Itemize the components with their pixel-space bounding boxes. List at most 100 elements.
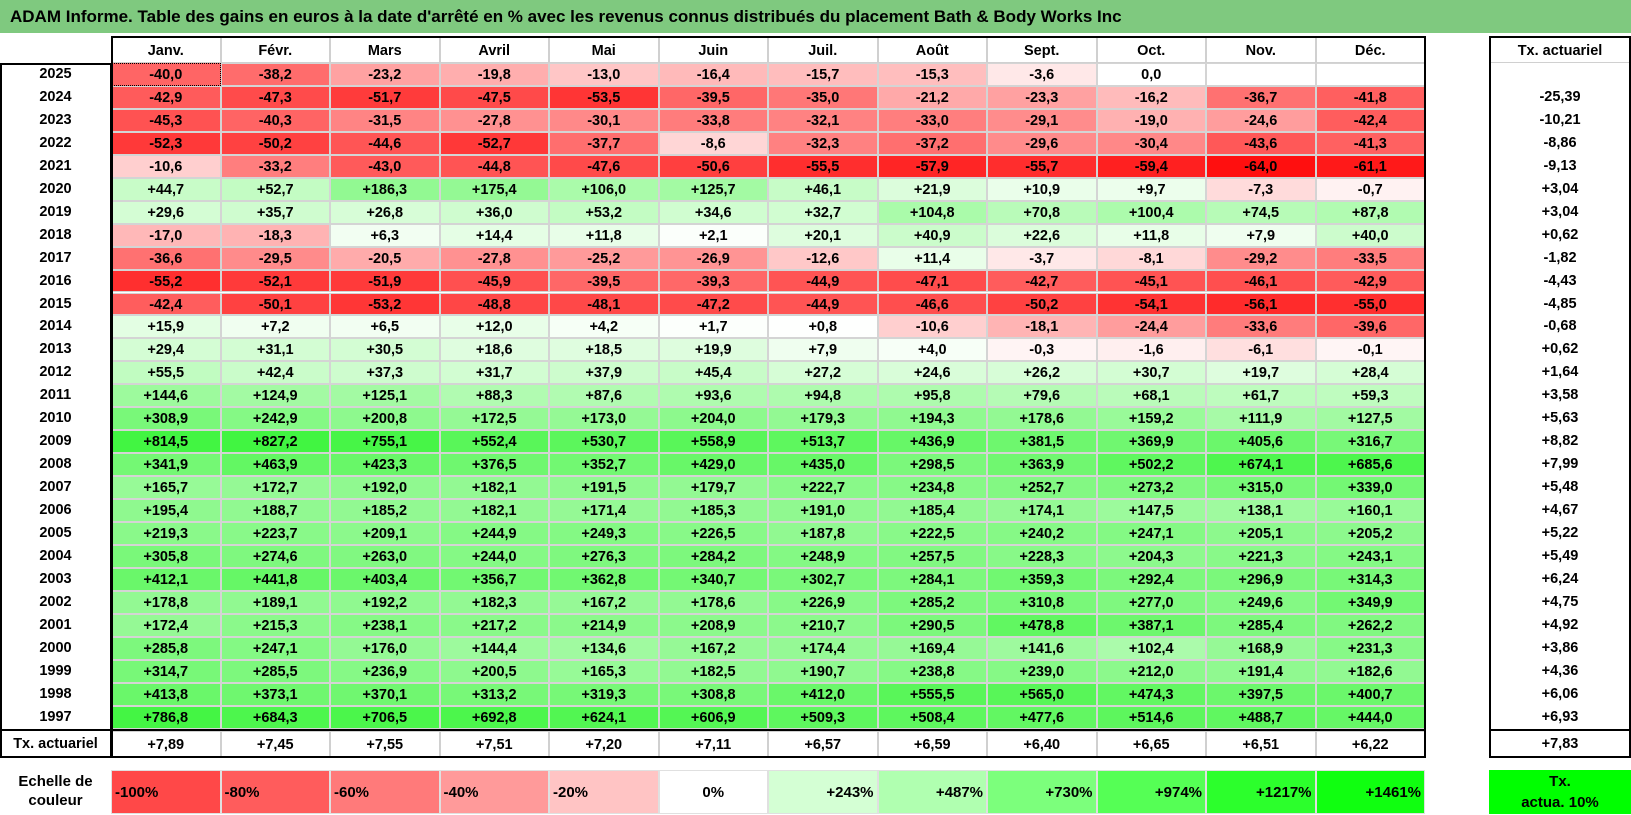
gain-cell[interactable]: +405,6: [1206, 430, 1316, 454]
gain-cell[interactable]: -45,1: [1096, 269, 1206, 293]
gain-cell[interactable]: +44,7: [111, 177, 221, 201]
gain-cell[interactable]: -21,2: [877, 85, 987, 109]
gain-cell[interactable]: +262,2: [1315, 613, 1425, 637]
gain-cell[interactable]: +217,2: [439, 613, 549, 637]
gain-cell[interactable]: -19,8: [439, 63, 549, 86]
gain-cell[interactable]: +477,6: [987, 705, 1097, 729]
gain-cell[interactable]: +138,1: [1206, 499, 1316, 522]
gain-cell[interactable]: -15,7: [768, 63, 878, 86]
gain-cell[interactable]: +94,8: [768, 384, 878, 408]
gain-cell[interactable]: +111,9: [1206, 407, 1316, 431]
gain-cell[interactable]: -56,1: [1206, 292, 1316, 316]
gain-cell[interactable]: -3,6: [987, 63, 1097, 86]
gain-cell[interactable]: +359,3: [987, 567, 1097, 591]
gain-cell[interactable]: -17,0: [111, 223, 221, 247]
gain-cell[interactable]: +474,3: [1096, 682, 1206, 706]
gain-cell[interactable]: +174,1: [987, 499, 1097, 522]
gain-cell[interactable]: +292,4: [1096, 567, 1206, 591]
gain-cell[interactable]: -54,1: [1096, 292, 1206, 316]
gain-cell[interactable]: +93,6: [658, 384, 768, 408]
gain-cell[interactable]: +159,2: [1096, 407, 1206, 431]
gain-cell[interactable]: +274,6: [220, 544, 330, 568]
gain-cell[interactable]: -30,1: [549, 108, 659, 132]
gain-cell[interactable]: -8,1: [1096, 246, 1206, 270]
gain-cell[interactable]: +685,6: [1315, 453, 1425, 477]
gain-cell[interactable]: +29,6: [111, 200, 221, 224]
gain-cell[interactable]: -16,2: [1096, 85, 1206, 109]
gain-cell[interactable]: +55,5: [111, 361, 221, 385]
gain-cell[interactable]: +11,8: [1096, 223, 1206, 247]
gain-cell[interactable]: +387,1: [1096, 613, 1206, 637]
gain-cell[interactable]: +208,9: [658, 613, 768, 637]
gain-cell[interactable]: +298,5: [877, 453, 987, 477]
gain-cell[interactable]: -39,6: [1315, 315, 1425, 339]
gain-cell[interactable]: +31,1: [220, 338, 330, 362]
gain-cell[interactable]: +248,9: [768, 544, 878, 568]
gain-cell[interactable]: +478,8: [987, 613, 1097, 637]
gain-cell[interactable]: +222,5: [877, 522, 987, 545]
gain-cell[interactable]: -3,7: [987, 246, 1097, 270]
gain-cell[interactable]: +314,3: [1315, 567, 1425, 591]
gain-cell[interactable]: [1206, 63, 1316, 86]
gain-cell[interactable]: +165,7: [111, 476, 221, 500]
gain-cell[interactable]: +34,6: [658, 200, 768, 224]
gain-cell[interactable]: -18,1: [987, 315, 1097, 339]
gain-cell[interactable]: +178,8: [111, 590, 221, 614]
gain-cell[interactable]: +191,4: [1206, 659, 1316, 683]
gain-cell[interactable]: +127,5: [1315, 407, 1425, 431]
gain-cell[interactable]: +363,9: [987, 453, 1097, 477]
gain-cell[interactable]: +24,6: [877, 361, 987, 385]
gain-cell[interactable]: -33,2: [220, 154, 330, 178]
gain-cell[interactable]: -26,9: [658, 246, 768, 270]
gain-cell[interactable]: -31,5: [330, 108, 440, 132]
gain-cell[interactable]: +182,6: [1315, 659, 1425, 683]
gain-cell[interactable]: -42,4: [1315, 108, 1425, 132]
gain-cell[interactable]: -15,3: [877, 63, 987, 86]
gain-cell[interactable]: +102,4: [1096, 636, 1206, 660]
gain-cell[interactable]: +786,8: [111, 705, 221, 729]
gain-cell[interactable]: +160,1: [1315, 499, 1425, 522]
gain-cell[interactable]: -59,4: [1096, 154, 1206, 178]
gain-cell[interactable]: +242,9: [220, 407, 330, 431]
gain-cell[interactable]: +221,3: [1206, 544, 1316, 568]
gain-cell[interactable]: -13,0: [549, 63, 659, 86]
gain-cell[interactable]: +341,9: [111, 453, 221, 477]
gain-cell[interactable]: -39,5: [549, 269, 659, 293]
gain-cell[interactable]: +188,7: [220, 499, 330, 522]
gain-cell[interactable]: +249,6: [1206, 590, 1316, 614]
gain-cell[interactable]: +79,6: [987, 384, 1097, 408]
gain-cell[interactable]: +340,7: [658, 567, 768, 591]
gain-cell[interactable]: +316,7: [1315, 430, 1425, 454]
gain-cell[interactable]: +244,0: [439, 544, 549, 568]
gain-cell[interactable]: +18,6: [439, 338, 549, 362]
gain-cell[interactable]: +185,2: [330, 499, 440, 522]
gain-cell[interactable]: +178,6: [658, 590, 768, 614]
gain-cell[interactable]: +172,7: [220, 476, 330, 500]
gain-cell[interactable]: +814,5: [111, 430, 221, 454]
gain-cell[interactable]: +555,5: [877, 682, 987, 706]
gain-cell[interactable]: +238,1: [330, 613, 440, 637]
gain-cell[interactable]: +40,0: [1315, 223, 1425, 247]
gain-cell[interactable]: +552,4: [439, 430, 549, 454]
gain-cell[interactable]: +231,3: [1315, 636, 1425, 660]
gain-cell[interactable]: +18,5: [549, 338, 659, 362]
gain-cell[interactable]: -42,9: [1315, 269, 1425, 293]
gain-cell[interactable]: +244,9: [439, 522, 549, 545]
gain-cell[interactable]: -45,3: [111, 108, 221, 132]
gain-cell[interactable]: +290,5: [877, 613, 987, 637]
gain-cell[interactable]: +187,8: [768, 522, 878, 545]
gain-cell[interactable]: -20,5: [330, 246, 440, 270]
gain-cell[interactable]: +52,7: [220, 177, 330, 201]
gain-cell[interactable]: +182,3: [439, 590, 549, 614]
gain-cell[interactable]: +243,1: [1315, 544, 1425, 568]
gain-cell[interactable]: +19,7: [1206, 361, 1316, 385]
gain-cell[interactable]: +219,3: [111, 522, 221, 545]
gain-cell[interactable]: +236,9: [330, 659, 440, 683]
gain-cell[interactable]: +1,7: [658, 315, 768, 339]
gain-cell[interactable]: +423,3: [330, 453, 440, 477]
gain-cell[interactable]: +11,4: [877, 246, 987, 270]
gain-cell[interactable]: +59,3: [1315, 384, 1425, 408]
gain-cell[interactable]: +185,4: [877, 499, 987, 522]
gain-cell[interactable]: +12,0: [439, 315, 549, 339]
gain-cell[interactable]: +412,1: [111, 567, 221, 591]
